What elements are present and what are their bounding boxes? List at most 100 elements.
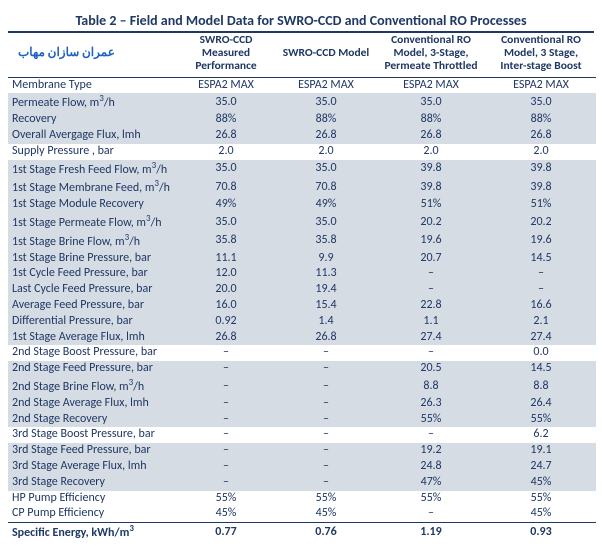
table-row: 1st Stage Fresh Feed Flow, m3/h35.035.03… [8,160,596,179]
row-label: 1st Cycle Feed Pressure, bar [8,266,176,282]
cell-value: 35.0 [176,213,276,232]
cell-value: 26.8 [376,128,486,144]
cell-value: 8.8 [486,377,596,396]
cell-value: 39.8 [486,160,596,179]
cell-value: 35.0 [176,93,276,112]
cell-value: 11.3 [276,266,376,282]
cell-value: 24.8 [376,459,486,475]
cell-value: – [276,427,376,443]
cell-value: 27.4 [376,330,486,346]
table-row: Membrane TypeESPA2 MAXESPA2 MAXESPA2 MAX… [8,77,596,93]
table-row: 1st Stage Brine Pressure, bar11.19.920.7… [8,251,596,267]
cell-value: 39.8 [486,178,596,197]
row-label: Differential Pressure, bar [8,314,176,330]
cell-value: 55% [376,412,486,428]
row-label: 2nd Stage Brine Flow, m3/h [8,377,176,396]
cell-value: 8.8 [376,377,486,396]
cell-value: – [276,396,376,412]
cell-value: 35.8 [176,232,276,251]
header-blank: عمران سازان مهاب [8,33,176,77]
cell-value: – [376,506,486,522]
row-label: 2nd Stage Average Flux, lmh [8,396,176,412]
table-row: Recovery88%88%88%88% [8,112,596,128]
header-col1: SWRO-CCD Measured Performance [176,33,276,77]
cell-value: 11.1 [176,251,276,267]
cell-value: 9.9 [276,251,376,267]
cell-value: 2.0 [176,144,276,160]
table-row: HP Pump Efficiency55%55%55%55% [8,491,596,507]
table-title: Table 2 – Field and Model Data for SWRO-… [8,8,594,33]
row-label: 1st Stage Fresh Feed Flow, m3/h [8,160,176,179]
cell-value: 26.8 [276,128,376,144]
cell-value: – [376,266,486,282]
cell-value: 2.0 [376,144,486,160]
row-label: Supply Pressure , bar [8,144,176,160]
cell-value: – [276,412,376,428]
cell-value: – [276,459,376,475]
cell-value: 20.0 [176,282,276,298]
cell-value: 6.2 [486,427,596,443]
cell-value: 35.0 [276,93,376,112]
cell-value: – [176,345,276,361]
table-row: 2nd Stage Average Flux, lmh––26.326.4 [8,396,596,412]
cell-value: – [276,475,376,491]
cell-value: 45% [486,506,596,522]
cell-value: 70.8 [176,178,276,197]
cell-value: 88% [276,112,376,128]
table-body: Membrane TypeESPA2 MAXESPA2 MAXESPA2 MAX… [8,77,596,542]
cell-value: 26.8 [176,330,276,346]
row-label: 2nd Stage Feed Pressure, bar [8,361,176,377]
row-label: 3rd Stage Average Flux, lmh [8,459,176,475]
cell-value: 1.19 [376,523,486,542]
cell-value: – [376,345,486,361]
cell-value: 19.6 [486,232,596,251]
table-row: Supply Pressure , bar2.02.02.02.0 [8,144,596,160]
cell-value: ESPA2 MAX [176,77,276,93]
cell-value: 47% [376,475,486,491]
cell-value: 49% [276,197,376,213]
cell-value: 19.6 [376,232,486,251]
cell-value: – [176,443,276,459]
table-row: 1st Cycle Feed Pressure, bar12.011.3–– [8,266,596,282]
row-label: 1st Stage Permeate Flow, m3/h [8,213,176,232]
cell-value: 26.8 [486,128,596,144]
cell-value: 22.8 [376,298,486,314]
cell-value: 14.5 [486,251,596,267]
header-col4: Conventional RO Model, 3 Stage, Inter-st… [486,33,596,77]
cell-value: 35.0 [176,160,276,179]
table-row: 1st Stage Module Recovery49%49%51%51% [8,197,596,213]
table-row: Average Feed Pressure, bar16.015.422.816… [8,298,596,314]
cell-value: 0.76 [276,523,376,542]
cell-value: 0.77 [176,523,276,542]
row-label: 3rd Stage Recovery [8,475,176,491]
cell-value: 55% [176,491,276,507]
cell-value: 12.0 [176,266,276,282]
table-row: 3rd Stage Recovery––47%45% [8,475,596,491]
cell-value: – [176,459,276,475]
header-col2: SWRO-CCD Model [276,33,376,77]
table-row: 2nd Stage Feed Pressure, bar––20.514.5 [8,361,596,377]
cell-value: 20.2 [486,213,596,232]
cell-value: 19.2 [376,443,486,459]
cell-value: 15.4 [276,298,376,314]
cell-value: 19.1 [486,443,596,459]
cell-value: 0.92 [176,314,276,330]
cell-value: 2.0 [486,144,596,160]
cell-value: 55% [486,412,596,428]
cell-value: 88% [486,112,596,128]
cell-value: 39.8 [376,178,486,197]
table-row: 2nd Stage Recovery––55%55% [8,412,596,428]
cell-value: – [176,396,276,412]
cell-value: 19.4 [276,282,376,298]
cell-value: 55% [276,491,376,507]
row-label: Last Cycle Feed Pressure, bar [8,282,176,298]
cell-value: – [376,282,486,298]
cell-value: 14.5 [486,361,596,377]
table-row: 3rd Stage Feed Pressure, bar––19.219.1 [8,443,596,459]
cell-value: – [176,475,276,491]
table-row: CP Pump Efficiency45%45%–45% [8,506,596,522]
cell-value: – [486,282,596,298]
row-label: Average Feed Pressure, bar [8,298,176,314]
cell-value: 55% [376,491,486,507]
cell-value: 1.1 [376,314,486,330]
